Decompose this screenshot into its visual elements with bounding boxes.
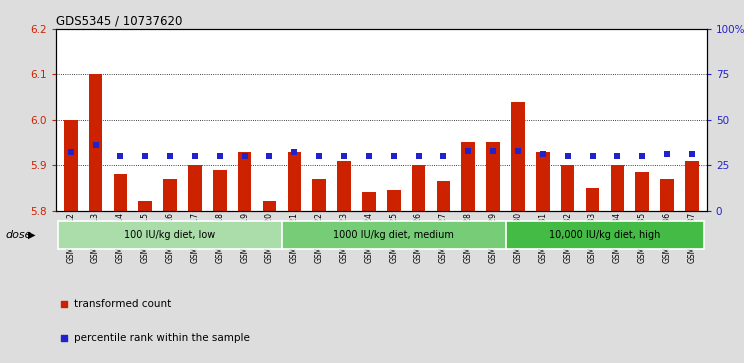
Bar bbox=[282, 221, 505, 249]
Point bbox=[313, 153, 325, 159]
Text: GDS5345 / 10737620: GDS5345 / 10737620 bbox=[56, 15, 182, 28]
Point bbox=[686, 151, 698, 157]
Bar bbox=[586, 188, 600, 211]
Point bbox=[338, 153, 350, 159]
Bar bbox=[505, 221, 705, 249]
Point bbox=[388, 153, 400, 159]
Point bbox=[636, 153, 648, 159]
Bar bbox=[89, 74, 103, 211]
Bar bbox=[337, 160, 351, 211]
Bar bbox=[58, 221, 282, 249]
Bar bbox=[188, 165, 202, 211]
Text: 100 IU/kg diet, low: 100 IU/kg diet, low bbox=[124, 230, 216, 240]
Bar bbox=[437, 181, 450, 211]
Point bbox=[89, 142, 101, 148]
Point bbox=[214, 153, 225, 159]
Point bbox=[413, 153, 425, 159]
Point bbox=[437, 153, 449, 159]
Point bbox=[263, 153, 275, 159]
Bar bbox=[511, 102, 525, 211]
Point bbox=[239, 153, 251, 159]
Bar bbox=[138, 201, 152, 211]
Bar bbox=[387, 190, 400, 211]
Point bbox=[189, 153, 201, 159]
Point bbox=[58, 335, 70, 341]
Bar bbox=[611, 165, 624, 211]
Bar bbox=[312, 179, 326, 211]
Point bbox=[115, 153, 126, 159]
Point bbox=[139, 153, 151, 159]
Bar bbox=[238, 152, 251, 211]
Text: 1000 IU/kg diet, medium: 1000 IU/kg diet, medium bbox=[333, 230, 454, 240]
Point bbox=[58, 302, 70, 307]
Point bbox=[363, 153, 375, 159]
Bar bbox=[64, 120, 77, 211]
Point bbox=[537, 151, 549, 157]
Bar bbox=[287, 152, 301, 211]
Bar bbox=[213, 170, 227, 211]
Text: ▶: ▶ bbox=[28, 230, 36, 240]
Point bbox=[462, 148, 474, 154]
Point bbox=[661, 151, 673, 157]
Point bbox=[65, 150, 77, 155]
Bar bbox=[536, 152, 550, 211]
Bar bbox=[163, 179, 177, 211]
Bar bbox=[635, 172, 649, 211]
Text: percentile rank within the sample: percentile rank within the sample bbox=[74, 333, 250, 343]
Bar bbox=[487, 142, 500, 211]
Point bbox=[562, 153, 574, 159]
Point bbox=[487, 148, 499, 154]
Bar bbox=[362, 192, 376, 211]
Bar bbox=[461, 142, 475, 211]
Bar bbox=[685, 160, 699, 211]
Bar bbox=[411, 165, 426, 211]
Text: transformed count: transformed count bbox=[74, 299, 171, 310]
Point bbox=[289, 150, 301, 155]
Bar bbox=[660, 179, 674, 211]
Point bbox=[512, 148, 524, 154]
Text: 10,000 IU/kg diet, high: 10,000 IU/kg diet, high bbox=[549, 230, 661, 240]
Point bbox=[612, 153, 623, 159]
Point bbox=[164, 153, 176, 159]
Bar bbox=[263, 201, 276, 211]
Point bbox=[586, 153, 598, 159]
Bar bbox=[561, 165, 574, 211]
Bar bbox=[114, 174, 127, 211]
Text: dose: dose bbox=[6, 230, 33, 240]
